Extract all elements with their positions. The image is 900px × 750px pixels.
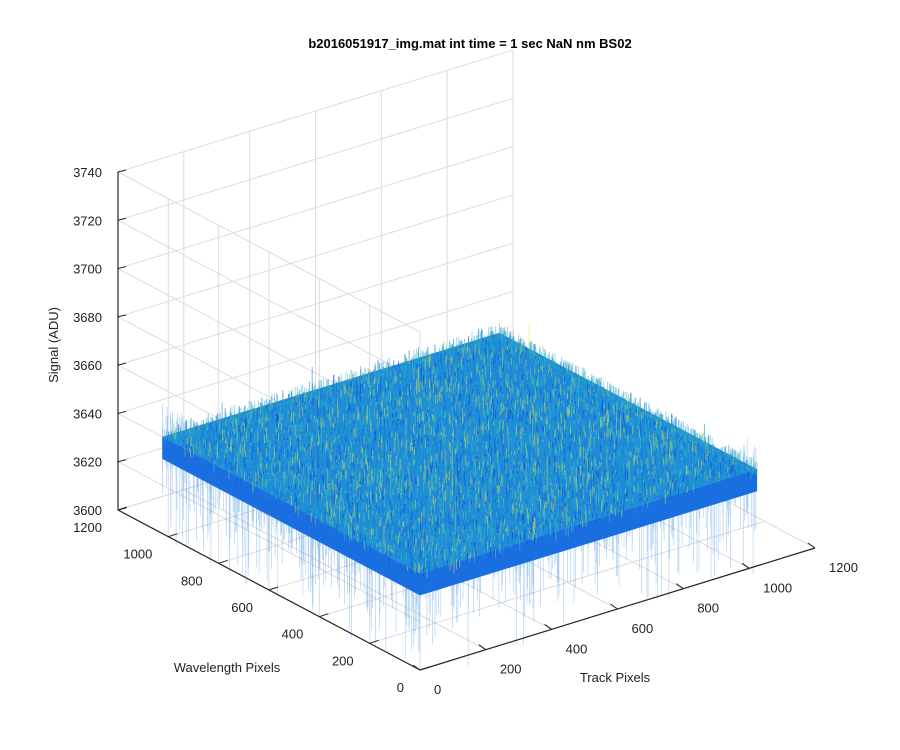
y-tick-label: 1000 bbox=[123, 547, 152, 562]
surface-ridge bbox=[164, 323, 758, 476]
y-axis-label: Wavelength Pixels bbox=[174, 660, 281, 675]
x-tick-label: 800 bbox=[697, 601, 719, 616]
z-tick-mark bbox=[117, 507, 127, 511]
x-tick-mark bbox=[412, 664, 421, 671]
z-tick-label: 3660 bbox=[73, 358, 102, 373]
z-tick-label: 3740 bbox=[73, 165, 102, 180]
x-tick-mark bbox=[807, 542, 816, 549]
z-tick-label: 3640 bbox=[73, 406, 102, 421]
x-tick-mark bbox=[741, 562, 750, 569]
y-tick-mark bbox=[168, 533, 178, 538]
z-tick-label: 3700 bbox=[73, 262, 102, 277]
x-tick-mark bbox=[610, 603, 618, 610]
z-tick-mark bbox=[117, 169, 127, 173]
z-tick-label: 3680 bbox=[73, 310, 102, 325]
x-tick-mark bbox=[478, 644, 487, 651]
y-tick-label: 1200 bbox=[73, 520, 102, 535]
y-tick-label: 400 bbox=[282, 627, 304, 642]
surface-front-left bbox=[162, 436, 421, 596]
x-tick-mark bbox=[676, 583, 684, 590]
surface-noise-5 bbox=[172, 324, 734, 578]
x-axis-label: Track Pixels bbox=[580, 670, 651, 685]
z-tick-label: 3720 bbox=[73, 213, 102, 228]
surface-front-right bbox=[420, 469, 758, 596]
y-tick-mark bbox=[419, 666, 430, 671]
z-tick-mark bbox=[117, 217, 127, 221]
z-tick-mark bbox=[117, 362, 127, 366]
z-tick-mark bbox=[117, 266, 127, 270]
y-tick-mark bbox=[369, 639, 379, 644]
z-tick-mark bbox=[117, 410, 127, 414]
x-tick-label: 600 bbox=[632, 621, 654, 636]
z-tick-mark bbox=[117, 314, 127, 318]
noise-surface bbox=[162, 323, 758, 666]
x-tick-label: 1200 bbox=[829, 560, 858, 575]
x-tick-label: 1000 bbox=[763, 580, 792, 595]
z-tick-label: 3620 bbox=[73, 455, 102, 470]
z-tick-label: 3600 bbox=[73, 503, 102, 518]
z-axis-label: Signal (ADU) bbox=[46, 307, 61, 383]
tick-labels: 0 200 400 600 800 1000 1200 0 200 400 600 800 1000 12… bbox=[73, 165, 858, 697]
y-tick-mark bbox=[218, 559, 228, 564]
chart-title: b2016051917_img.mat int time = 1 sec NaN… bbox=[308, 36, 631, 51]
y-tick-label: 200 bbox=[332, 653, 354, 668]
x-tick-label: 0 bbox=[434, 682, 441, 697]
y-tick-mark bbox=[319, 613, 329, 618]
x-tick-mark bbox=[544, 623, 552, 630]
y-tick-label: 0 bbox=[397, 680, 404, 695]
x-tick-label: 200 bbox=[500, 662, 522, 677]
y-tick-label: 600 bbox=[231, 600, 253, 615]
z-tick-mark bbox=[117, 459, 127, 463]
y-tick-label: 800 bbox=[181, 573, 203, 588]
x-tick-label: 400 bbox=[566, 641, 588, 656]
y-tick-mark bbox=[268, 586, 279, 591]
